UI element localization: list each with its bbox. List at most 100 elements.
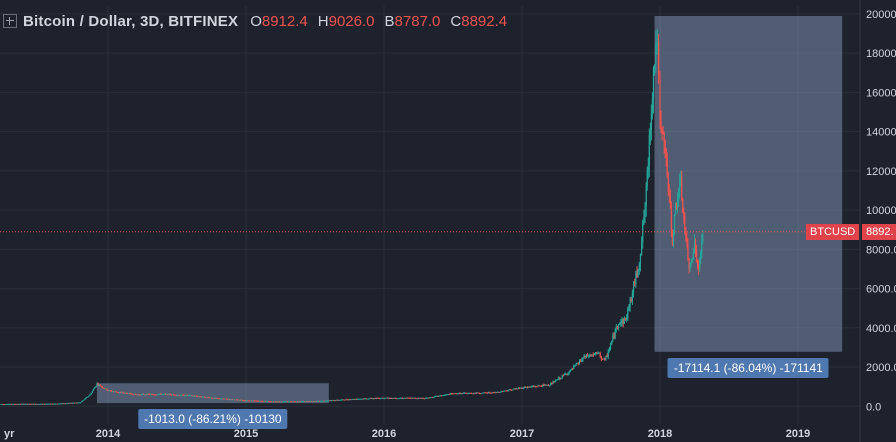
candle-body [646,170,648,187]
candle-body [684,216,686,230]
candle-body [235,399,237,401]
candle-body [559,377,561,379]
candle-body [67,402,69,404]
candle-body [95,386,97,388]
candle-body [193,395,195,397]
candle-body [21,403,23,405]
candle-body [194,395,196,397]
candle-body [542,384,544,387]
candle-body [666,157,668,178]
candle-body [420,397,422,399]
candle-body [423,398,425,400]
candle-body [297,401,299,403]
candle-body [237,399,239,401]
candle-body [350,399,352,401]
candle-body [355,398,357,400]
candle-body [286,401,288,403]
candle-body [283,401,285,403]
candle-body [312,401,314,403]
candle-body [44,403,46,405]
candle-body [673,214,676,236]
candle-body [532,386,535,388]
candle-body [94,387,96,389]
candle-body [201,396,203,398]
candle-body [691,258,693,263]
candle-body [415,398,417,400]
measure-label-2[interactable]: -17114.1 (-86.04%) -171141 [667,357,829,378]
x-tick-label: 2018 [648,428,672,440]
candle-body [422,397,424,399]
candle-body [51,403,53,405]
candle-body [323,400,325,402]
candle-body [402,398,405,400]
candle-body [531,386,533,388]
y-tick-label: 16000.0 [866,87,896,99]
candle-body [474,393,476,395]
candle-body [319,400,321,402]
measure-label-1[interactable]: -1013.0 (-86.21%) -10130 [138,409,288,430]
candle-body [534,386,536,388]
candle-body [674,203,677,215]
candle-body [59,403,61,405]
candle-body [504,390,506,392]
candle-body [301,401,303,403]
candle-body [629,298,631,308]
expand-icon[interactable] [3,14,17,28]
candle-body [386,397,389,399]
x-tick-label: 2016 [372,428,396,440]
candle-body [619,323,621,325]
candle-body [28,403,30,405]
candle-body [281,401,283,403]
candle-body [227,398,229,400]
candle-body [588,356,590,358]
candle-body [627,308,629,319]
candle-body [437,395,439,397]
candle-body [362,398,364,400]
candle-body [639,254,642,265]
candle-body [461,393,463,395]
candle-body [459,392,461,394]
candle-body [660,121,662,130]
candle-body [169,393,171,395]
candle-body [381,397,383,399]
candle-body [359,398,361,400]
candle-body [658,42,660,77]
candle-body [676,200,679,207]
candle-body [663,133,665,142]
candle-body [212,397,214,399]
candle-body [8,403,10,405]
candle-body [136,394,138,396]
candle-body [304,401,306,403]
candle-body [529,386,531,388]
candle-body [385,397,387,399]
candle-body [160,393,162,395]
candle-body [572,368,574,370]
candle-body [583,355,585,359]
candle-body [248,400,251,402]
ohlc-high-value: 9026.0 [328,12,375,30]
candle-body [442,395,444,397]
candle-body [99,384,101,387]
measure-boxes [96,15,843,404]
candle-body [527,387,529,389]
candle-body [481,393,483,395]
candle-body [484,392,486,394]
candle-body [206,396,208,398]
candle-body [163,393,165,395]
candle-body [252,400,254,402]
candle-body [278,401,280,403]
candle-body [351,399,353,401]
candle-body [643,216,645,221]
candle-body [492,392,494,394]
candle-body [342,399,344,401]
candle-body [448,394,451,396]
candle-body [553,381,555,383]
candle-body [335,400,337,402]
candle-body [347,399,349,401]
candle-body [247,400,249,402]
candle-body [154,394,156,396]
candle-body [603,358,605,360]
candle-body [85,397,88,399]
candle-body [128,393,130,395]
